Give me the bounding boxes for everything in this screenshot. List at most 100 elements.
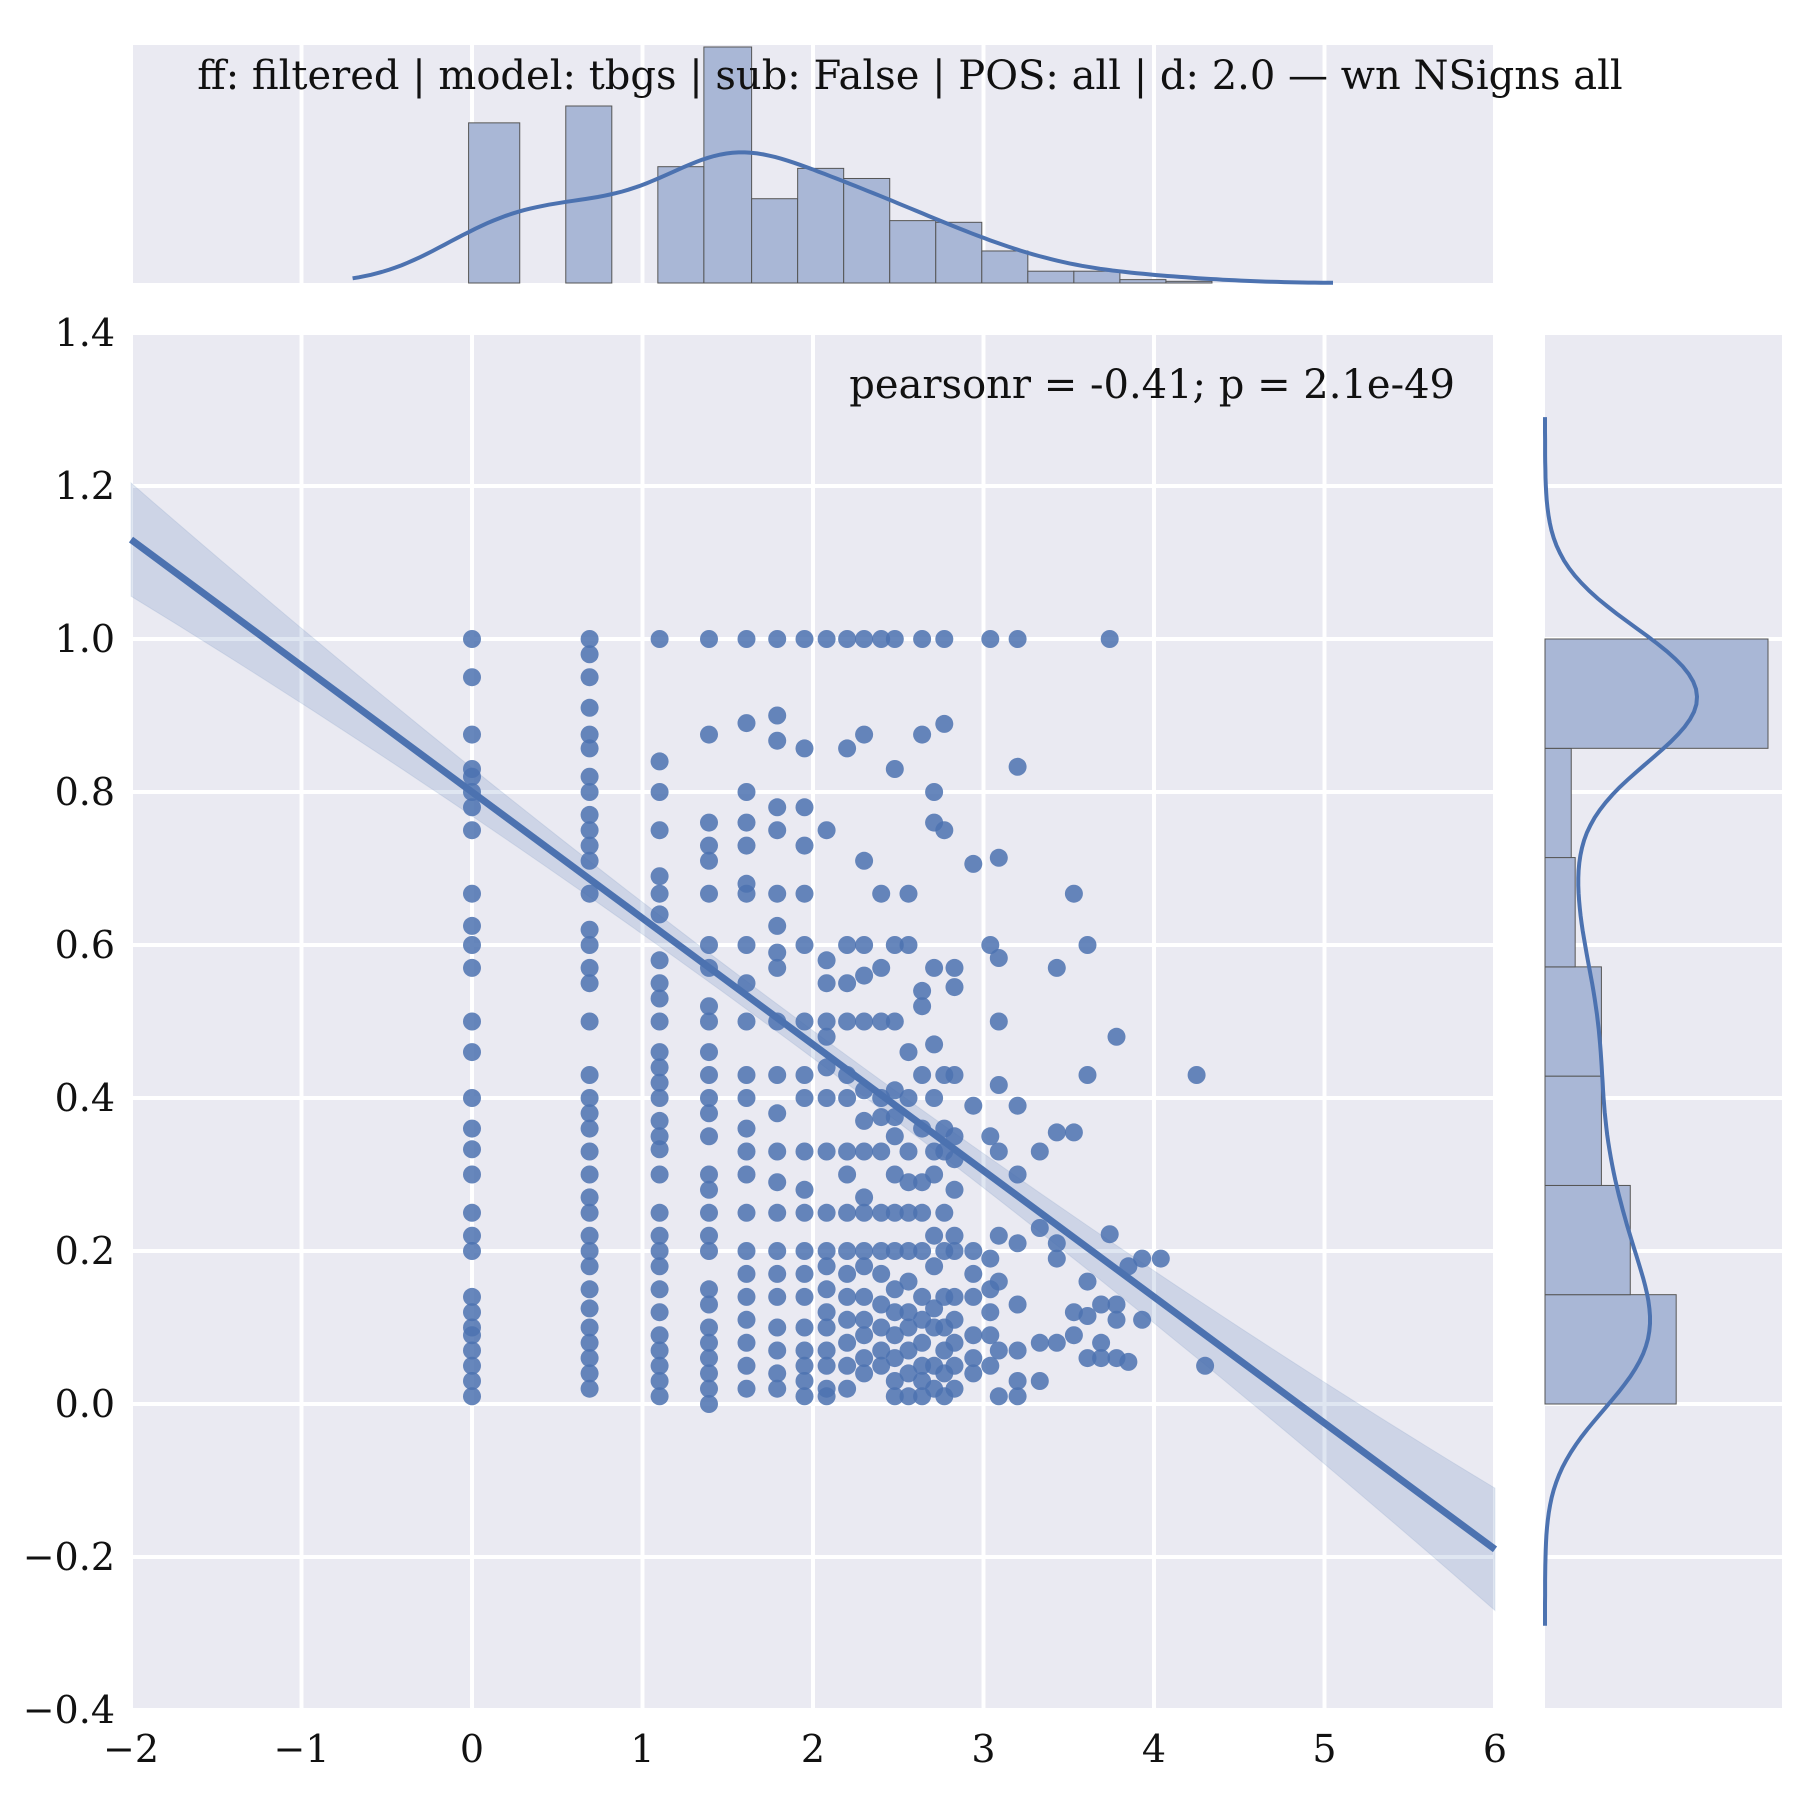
scatter-point <box>1107 1027 1126 1046</box>
scatter-point <box>945 1127 964 1146</box>
scatter-point <box>872 958 891 977</box>
scatter-point <box>1100 1225 1119 1244</box>
scatter-point <box>964 1264 983 1283</box>
scatter-point <box>737 1287 756 1306</box>
scatter-point <box>817 1058 836 1077</box>
marginal-histograms <box>352 46 1769 1626</box>
right-histogram-bar <box>1544 1184 1631 1296</box>
scatter-point <box>981 1127 1000 1146</box>
scatter-point <box>1008 1387 1027 1406</box>
scatter-point <box>795 1203 814 1222</box>
scatter-point <box>945 1333 964 1352</box>
scatter-point <box>463 1089 481 1107</box>
scatter-point <box>795 1341 814 1360</box>
scatter-point <box>885 1242 904 1260</box>
y-tick-label: 0.0 <box>55 1382 115 1426</box>
scatter-point <box>795 1287 814 1306</box>
scatter-point <box>737 1165 756 1184</box>
scatter-point <box>1187 1066 1206 1084</box>
scatter-point <box>650 867 669 886</box>
scatter-point <box>737 1119 756 1138</box>
scatter-point <box>463 821 481 840</box>
scatter-point <box>1107 1310 1126 1329</box>
scatter-point <box>463 1341 481 1360</box>
scatter-point <box>945 1242 964 1260</box>
scatter-point <box>737 1379 756 1398</box>
scatter-point <box>899 1203 918 1222</box>
scatter-point <box>768 1318 787 1337</box>
scatter-point <box>838 1333 857 1352</box>
scatter-point <box>855 725 874 744</box>
scatter-point <box>1092 1295 1111 1314</box>
scatter-point <box>1047 1333 1066 1352</box>
scatter-point <box>872 1356 891 1375</box>
scatter-point <box>580 1333 599 1352</box>
scatter-point <box>981 1326 1000 1345</box>
scatter-point <box>768 1379 787 1398</box>
top-histogram-bar <box>1027 270 1075 284</box>
scatter-point <box>700 630 718 648</box>
scatter-point <box>899 1173 918 1192</box>
scatter-point <box>795 1242 814 1260</box>
right-kde-curve <box>1543 417 1700 1626</box>
scatter-point <box>872 884 891 903</box>
plot-backgrounds <box>131 45 1782 1710</box>
scatter-point <box>737 936 756 954</box>
scatter-point <box>795 1356 814 1375</box>
scatter-point <box>899 1318 918 1337</box>
scatter-point <box>935 714 954 733</box>
scatter-point <box>1119 1352 1138 1371</box>
scatter-point <box>817 1341 836 1360</box>
scatter-point <box>945 1287 964 1306</box>
scatter-point <box>768 1173 787 1192</box>
scatter-point <box>737 1012 756 1031</box>
scatter-point <box>1008 1372 1027 1390</box>
scatter-point <box>463 725 481 744</box>
x-tick-label: 6 <box>1483 1727 1507 1771</box>
scatter-point <box>838 1379 857 1398</box>
scatter-point <box>463 1356 481 1375</box>
scatter-point <box>855 851 874 870</box>
scatter-point <box>580 936 599 954</box>
scatter-point <box>463 1372 481 1390</box>
scatter-point <box>945 1310 964 1329</box>
scatter-point <box>580 1066 599 1084</box>
scatter-point <box>817 1257 836 1276</box>
scatter-point <box>1064 1303 1083 1322</box>
top-histogram-bar <box>889 220 937 284</box>
scatter-point <box>885 1081 904 1100</box>
scatter-point <box>737 1264 756 1283</box>
scatter-point <box>795 739 814 758</box>
scatter-point <box>737 783 756 801</box>
scatter-point <box>817 1203 836 1222</box>
scatter-point <box>1047 958 1066 977</box>
scatter-point <box>580 767 599 786</box>
scatter-point <box>885 1372 904 1390</box>
scatter-point <box>1064 1123 1083 1142</box>
scatter-point <box>650 1242 669 1260</box>
scatter-point <box>700 1349 718 1368</box>
scatter-point <box>795 630 814 648</box>
scatter-point <box>1196 1356 1215 1375</box>
x-tick-label: 4 <box>1142 1727 1166 1771</box>
scatter-point <box>580 958 599 977</box>
scatter-point <box>700 1295 718 1314</box>
scatter-point <box>650 1356 669 1375</box>
scatter-point <box>463 1242 481 1260</box>
scatter-point <box>872 1012 891 1031</box>
scatter-point <box>1078 1066 1097 1084</box>
scatter-point <box>935 630 954 648</box>
scatter-point <box>989 1341 1008 1360</box>
scatter-point <box>855 1326 874 1345</box>
scatter-point <box>872 1108 891 1127</box>
scatter-point <box>768 943 787 962</box>
scatter-point <box>989 1387 1008 1406</box>
scatter-point <box>838 739 857 758</box>
scatter-point <box>945 958 964 977</box>
scatter-point <box>700 1203 718 1222</box>
scatter-point <box>855 630 874 648</box>
scatter-point <box>872 1142 891 1161</box>
scatter-point <box>885 1303 904 1322</box>
scatter-point <box>580 884 599 903</box>
